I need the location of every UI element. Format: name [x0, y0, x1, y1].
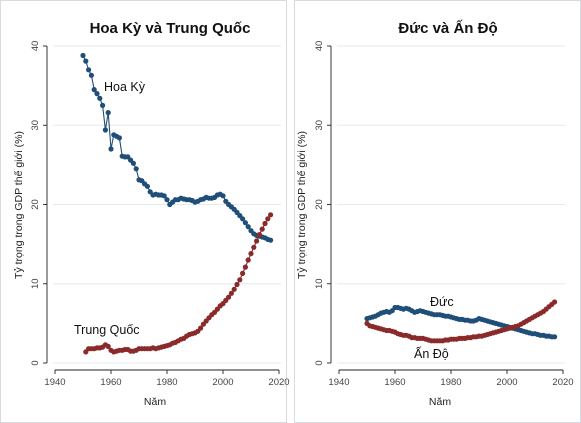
- y-tick-label: 30: [30, 120, 41, 131]
- x-tick-label: 1980: [440, 377, 461, 388]
- chart-title-right: Đức và Ấn Độ: [398, 20, 497, 37]
- data-point: [265, 216, 271, 222]
- x-tick-label: 1960: [100, 377, 121, 388]
- y-tick-label: 0: [30, 360, 41, 365]
- data-point: [83, 58, 89, 64]
- data-point: [248, 251, 254, 257]
- y-tick-label: 40: [314, 41, 325, 52]
- data-point: [226, 294, 232, 300]
- y-tick-label: 30: [314, 120, 325, 131]
- data-point: [130, 160, 136, 166]
- x-tick-label: 2020: [268, 377, 289, 388]
- series-label-an-do: Ấn Độ: [414, 346, 449, 361]
- y-tick-label: 10: [30, 278, 41, 289]
- data-point: [242, 264, 248, 270]
- data-point: [144, 183, 150, 189]
- data-point: [97, 95, 103, 101]
- y-axis-label-right: Tỷ trọng trong GDP thế giới (%): [296, 131, 308, 279]
- data-point: [88, 72, 94, 78]
- y-tick-label: 20: [314, 199, 325, 210]
- x-tick-label: 1960: [384, 377, 405, 388]
- data-point: [105, 343, 111, 349]
- data-point: [100, 102, 106, 108]
- data-point: [262, 220, 268, 227]
- y-axis-label-left: Tỷ trọng trong GDP thế giới (%): [13, 131, 25, 279]
- y-tick-label: 20: [30, 199, 41, 210]
- data-point: [231, 286, 237, 292]
- x-axis-label-left: Năm: [144, 396, 166, 408]
- x-tick-label: 1980: [156, 377, 177, 388]
- data-point: [116, 135, 122, 141]
- data-point: [133, 166, 139, 172]
- data-point: [80, 52, 86, 59]
- data-point: [94, 91, 100, 97]
- data-point: [251, 244, 257, 250]
- x-tick-label: 2000: [212, 377, 233, 388]
- x-tick-label: 2020: [552, 377, 573, 388]
- data-point: [552, 299, 558, 305]
- grid-left: [53, 45, 281, 364]
- y-tick-label: 40: [30, 41, 41, 52]
- data-point: [268, 212, 274, 218]
- axes-right: 0 10 20 30 40 1940 1960 1980 2000 2020: [314, 41, 574, 388]
- data-point: [234, 281, 240, 288]
- grid-right: [337, 45, 565, 364]
- data-point: [240, 270, 246, 276]
- data-point: [259, 226, 265, 232]
- panel-right-frame: [294, 0, 581, 423]
- x-tick-label: 2000: [496, 377, 517, 388]
- panel-left: Hoa Kỳ và Trung Quốc 0 10 20 30 40 1940 1960 19…: [0, 0, 290, 423]
- data-point: [245, 224, 251, 230]
- data-point: [102, 127, 108, 133]
- data-point: [161, 193, 167, 199]
- series-label-duc: Đức: [430, 295, 454, 309]
- y-tick-label: 10: [314, 278, 325, 289]
- data-point: [242, 220, 248, 226]
- series-right: [364, 299, 558, 344]
- data-point: [105, 110, 111, 116]
- chart-title-left: Hoa Kỳ và Trung Quốc: [90, 20, 251, 37]
- data-point: [220, 193, 226, 199]
- data-point: [228, 290, 234, 296]
- series-label-trung-quoc: Trung Quốc: [74, 323, 140, 337]
- panel-left-frame: [0, 0, 287, 423]
- data-point: [254, 238, 260, 244]
- data-point: [240, 216, 246, 222]
- x-axis-label-right: Năm: [429, 396, 451, 408]
- axes-left: 0 10 20 30 40 1940 1960 1980 2000 2020: [30, 41, 290, 388]
- panel-right: Đức và Ấn Độ 0 10 20 30 40 1940 1960 1980 2000 20…: [294, 0, 581, 423]
- data-point: [108, 146, 114, 152]
- data-point: [245, 257, 251, 263]
- x-tick-label: 1940: [44, 377, 65, 388]
- series-left: [80, 52, 274, 355]
- data-point: [552, 334, 558, 340]
- x-tick-label: 1940: [328, 377, 349, 388]
- data-point: [164, 197, 170, 203]
- data-point: [86, 67, 92, 73]
- data-point: [256, 232, 262, 238]
- data-point: [91, 87, 97, 93]
- data-point: [268, 237, 274, 243]
- series-label-hoa-ky: Hoa Kỳ: [104, 80, 146, 94]
- y-tick-label: 0: [314, 360, 325, 365]
- data-point: [237, 277, 243, 283]
- data-point: [198, 325, 204, 331]
